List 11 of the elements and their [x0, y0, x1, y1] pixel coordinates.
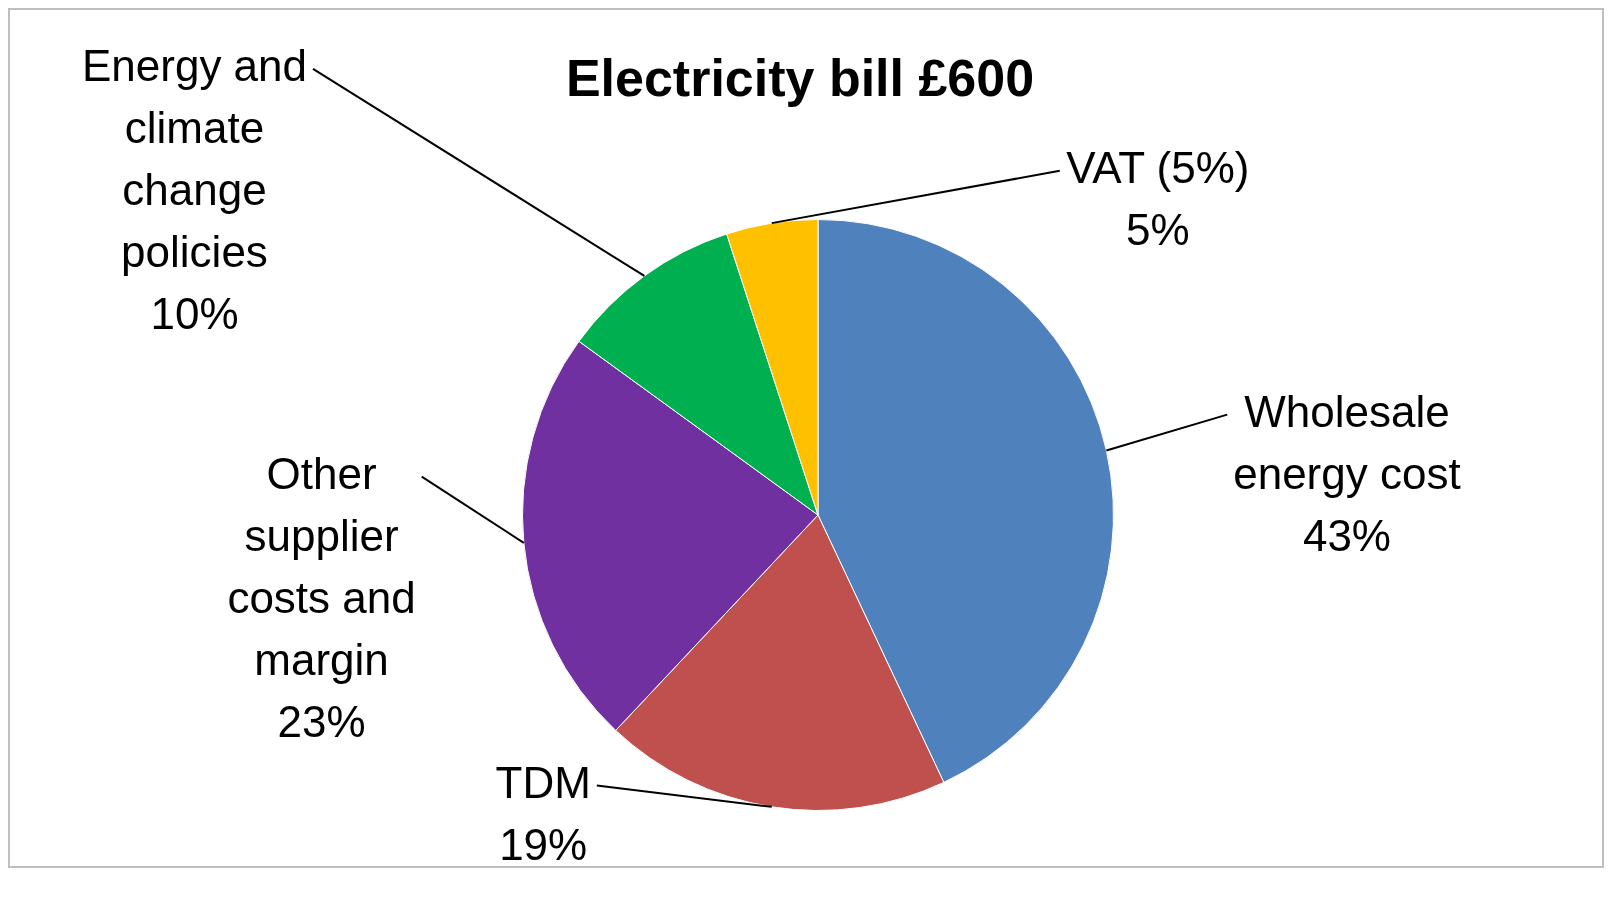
data-label: 23%: [277, 696, 366, 746]
data-label: 19%: [499, 819, 588, 869]
slice-label: Other supplier costs and margin: [227, 448, 416, 684]
slice-label: TDM: [495, 757, 591, 807]
slice-label: Wholesale energy cost: [1233, 386, 1461, 498]
slice-label: VAT (5%): [1066, 142, 1250, 192]
data-label: 43%: [1302, 510, 1391, 560]
slice-label: Energy and climate change policies: [81, 41, 308, 277]
chart-title: Electricity bill £600: [565, 49, 1035, 108]
data-label: 5%: [1126, 204, 1190, 254]
data-label: 10%: [150, 289, 239, 339]
